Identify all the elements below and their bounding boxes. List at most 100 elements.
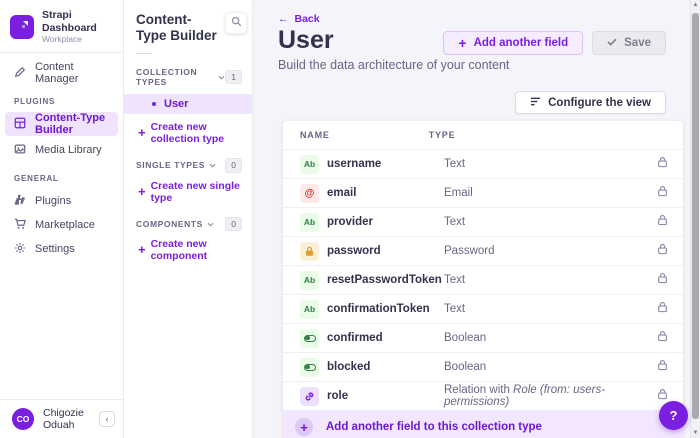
fields-table-card: NAME TYPE Ab username Text @ email Email… — [283, 121, 683, 438]
plus-icon: + — [458, 35, 467, 51]
back-arrow-icon: ← — [278, 13, 289, 25]
puzzle-icon — [14, 194, 26, 209]
sidebar-item-marketplace[interactable]: Marketplace — [0, 213, 123, 237]
image-icon — [14, 143, 26, 158]
table-row[interactable]: blocked Boolean — [283, 352, 683, 381]
sidebar-item-settings[interactable]: Settings — [0, 237, 123, 261]
main-content: ← Back User + Add another field Save Bui… — [253, 0, 700, 438]
sidebar-item-content-manager[interactable]: Content Manager — [0, 61, 123, 85]
save-button[interactable]: Save — [592, 31, 666, 55]
plus-icon: + — [138, 183, 146, 199]
create-collection-type-link[interactable]: + Create new collection type — [138, 121, 225, 146]
lock-icon — [657, 242, 668, 260]
table-row[interactable]: role Relation with Role (from: users-per… — [283, 381, 683, 410]
table-row[interactable]: @ email Email — [283, 178, 683, 207]
search-button[interactable] — [225, 12, 247, 34]
field-name: email — [327, 187, 357, 199]
relation-field-icon — [300, 386, 319, 406]
user-name: Chigozie Oduah — [43, 407, 84, 431]
subnav-title: Content-Type Builder — [136, 12, 217, 44]
table-row[interactable]: Ab resetPasswordToken Text — [283, 265, 683, 294]
vertical-scrollbar[interactable]: ▲ ▼ — [690, 0, 700, 438]
column-header-name: NAME — [300, 130, 330, 140]
boolean-field-icon — [300, 328, 319, 348]
sidebar-section-general: GENERAL — [14, 174, 59, 184]
components-section[interactable]: COMPONENTS 0 — [136, 216, 242, 231]
field-name: blocked — [327, 361, 371, 373]
create-single-type-link[interactable]: + Create new single type — [138, 179, 240, 204]
scroll-down-icon[interactable]: ▼ — [692, 430, 699, 436]
single-types-section[interactable]: SINGLE TYPES 0 — [136, 158, 242, 173]
text-field-icon: Ab — [300, 299, 319, 319]
components-count: 0 — [225, 216, 242, 231]
email-field-icon: @ — [300, 183, 319, 203]
field-type: Boolean — [444, 332, 487, 344]
table-row[interactable]: Ab confirmationToken Text — [283, 294, 683, 323]
collection-types-count: 1 — [225, 70, 242, 85]
table-row[interactable]: Ab provider Text — [283, 207, 683, 236]
field-name: role — [327, 390, 349, 402]
lock-icon — [657, 387, 668, 405]
sidebar-item-content-type-builder[interactable]: Content-Type Builder — [5, 112, 118, 137]
password-field-icon — [300, 241, 319, 261]
app-title: Strapi Dashboard — [42, 9, 97, 34]
field-type: Text — [444, 216, 466, 228]
layout-icon — [14, 117, 26, 132]
main-sidebar: Strapi Dashboard Workplace Content Manag… — [0, 0, 124, 438]
collection-types-section[interactable]: COLLECTION TYPES 1 — [136, 67, 242, 87]
plus-icon: + — [295, 418, 313, 436]
page-title: User — [278, 26, 334, 54]
chevron-down-icon — [209, 159, 216, 171]
bullet-icon — [152, 102, 156, 107]
lock-icon — [657, 300, 668, 318]
field-type: Text — [444, 274, 466, 286]
boolean-field-icon — [300, 357, 319, 377]
back-link[interactable]: ← Back — [278, 13, 320, 25]
field-name: confirmed — [327, 332, 383, 344]
table-header-row: NAME TYPE — [283, 121, 683, 149]
sidebar-collapse-button[interactable]: ‹ — [99, 411, 115, 427]
page-subtitle: Build the data architecture of your cont… — [278, 58, 510, 72]
field-type: Password — [444, 245, 495, 257]
scroll-up-icon[interactable]: ▲ — [692, 2, 699, 8]
sidebar-user-footer: CO Chigozie Oduah ‹ — [0, 399, 123, 438]
cart-icon — [14, 218, 26, 233]
table-row[interactable]: Ab username Text — [283, 149, 683, 178]
lock-icon — [657, 271, 668, 289]
help-button[interactable]: ? — [659, 401, 688, 430]
app-brand: Strapi Dashboard Workplace — [0, 0, 123, 54]
field-name: resetPasswordToken — [327, 274, 442, 286]
pencil-icon — [14, 66, 26, 81]
create-component-link[interactable]: + Create new component — [138, 237, 208, 262]
check-icon — [607, 37, 617, 49]
sidebar-item-media-library[interactable]: Media Library — [0, 138, 123, 162]
fields-table-body: Ab username Text @ email Email Ab provid… — [283, 149, 683, 410]
builder-subnav: Content-Type Builder COLLECTION TYPES 1 … — [124, 0, 253, 438]
lock-icon — [657, 329, 668, 347]
single-types-count: 0 — [225, 158, 242, 173]
add-another-field-button[interactable]: + Add another field — [443, 31, 584, 55]
lock-icon — [657, 184, 668, 202]
field-name: confirmationToken — [327, 303, 430, 315]
text-field-icon: Ab — [300, 270, 319, 290]
strapi-logo-icon — [10, 14, 34, 39]
app-subtitle: Workplace — [42, 34, 82, 45]
plus-icon: + — [138, 241, 146, 257]
column-header-type: TYPE — [428, 130, 456, 140]
add-field-footer-button[interactable]: + Add another field to this collection t… — [283, 410, 683, 438]
field-type: Relation with Role (from: users-permissi… — [444, 384, 606, 408]
scrollbar-thumb[interactable] — [692, 13, 699, 419]
field-name: password — [327, 245, 381, 257]
subnav-divider — [136, 53, 152, 55]
chevron-down-icon — [207, 218, 214, 230]
text-field-icon: Ab — [300, 154, 319, 174]
avatar: CO — [12, 408, 34, 430]
filter-icon — [530, 97, 541, 109]
table-row[interactable]: confirmed Boolean — [283, 323, 683, 352]
lock-icon — [657, 213, 668, 231]
configure-view-button[interactable]: Configure the view — [515, 91, 666, 114]
sidebar-item-plugins[interactable]: Plugins — [0, 189, 123, 213]
table-row[interactable]: password Password — [283, 236, 683, 265]
subnav-item-user[interactable]: User — [124, 94, 252, 115]
